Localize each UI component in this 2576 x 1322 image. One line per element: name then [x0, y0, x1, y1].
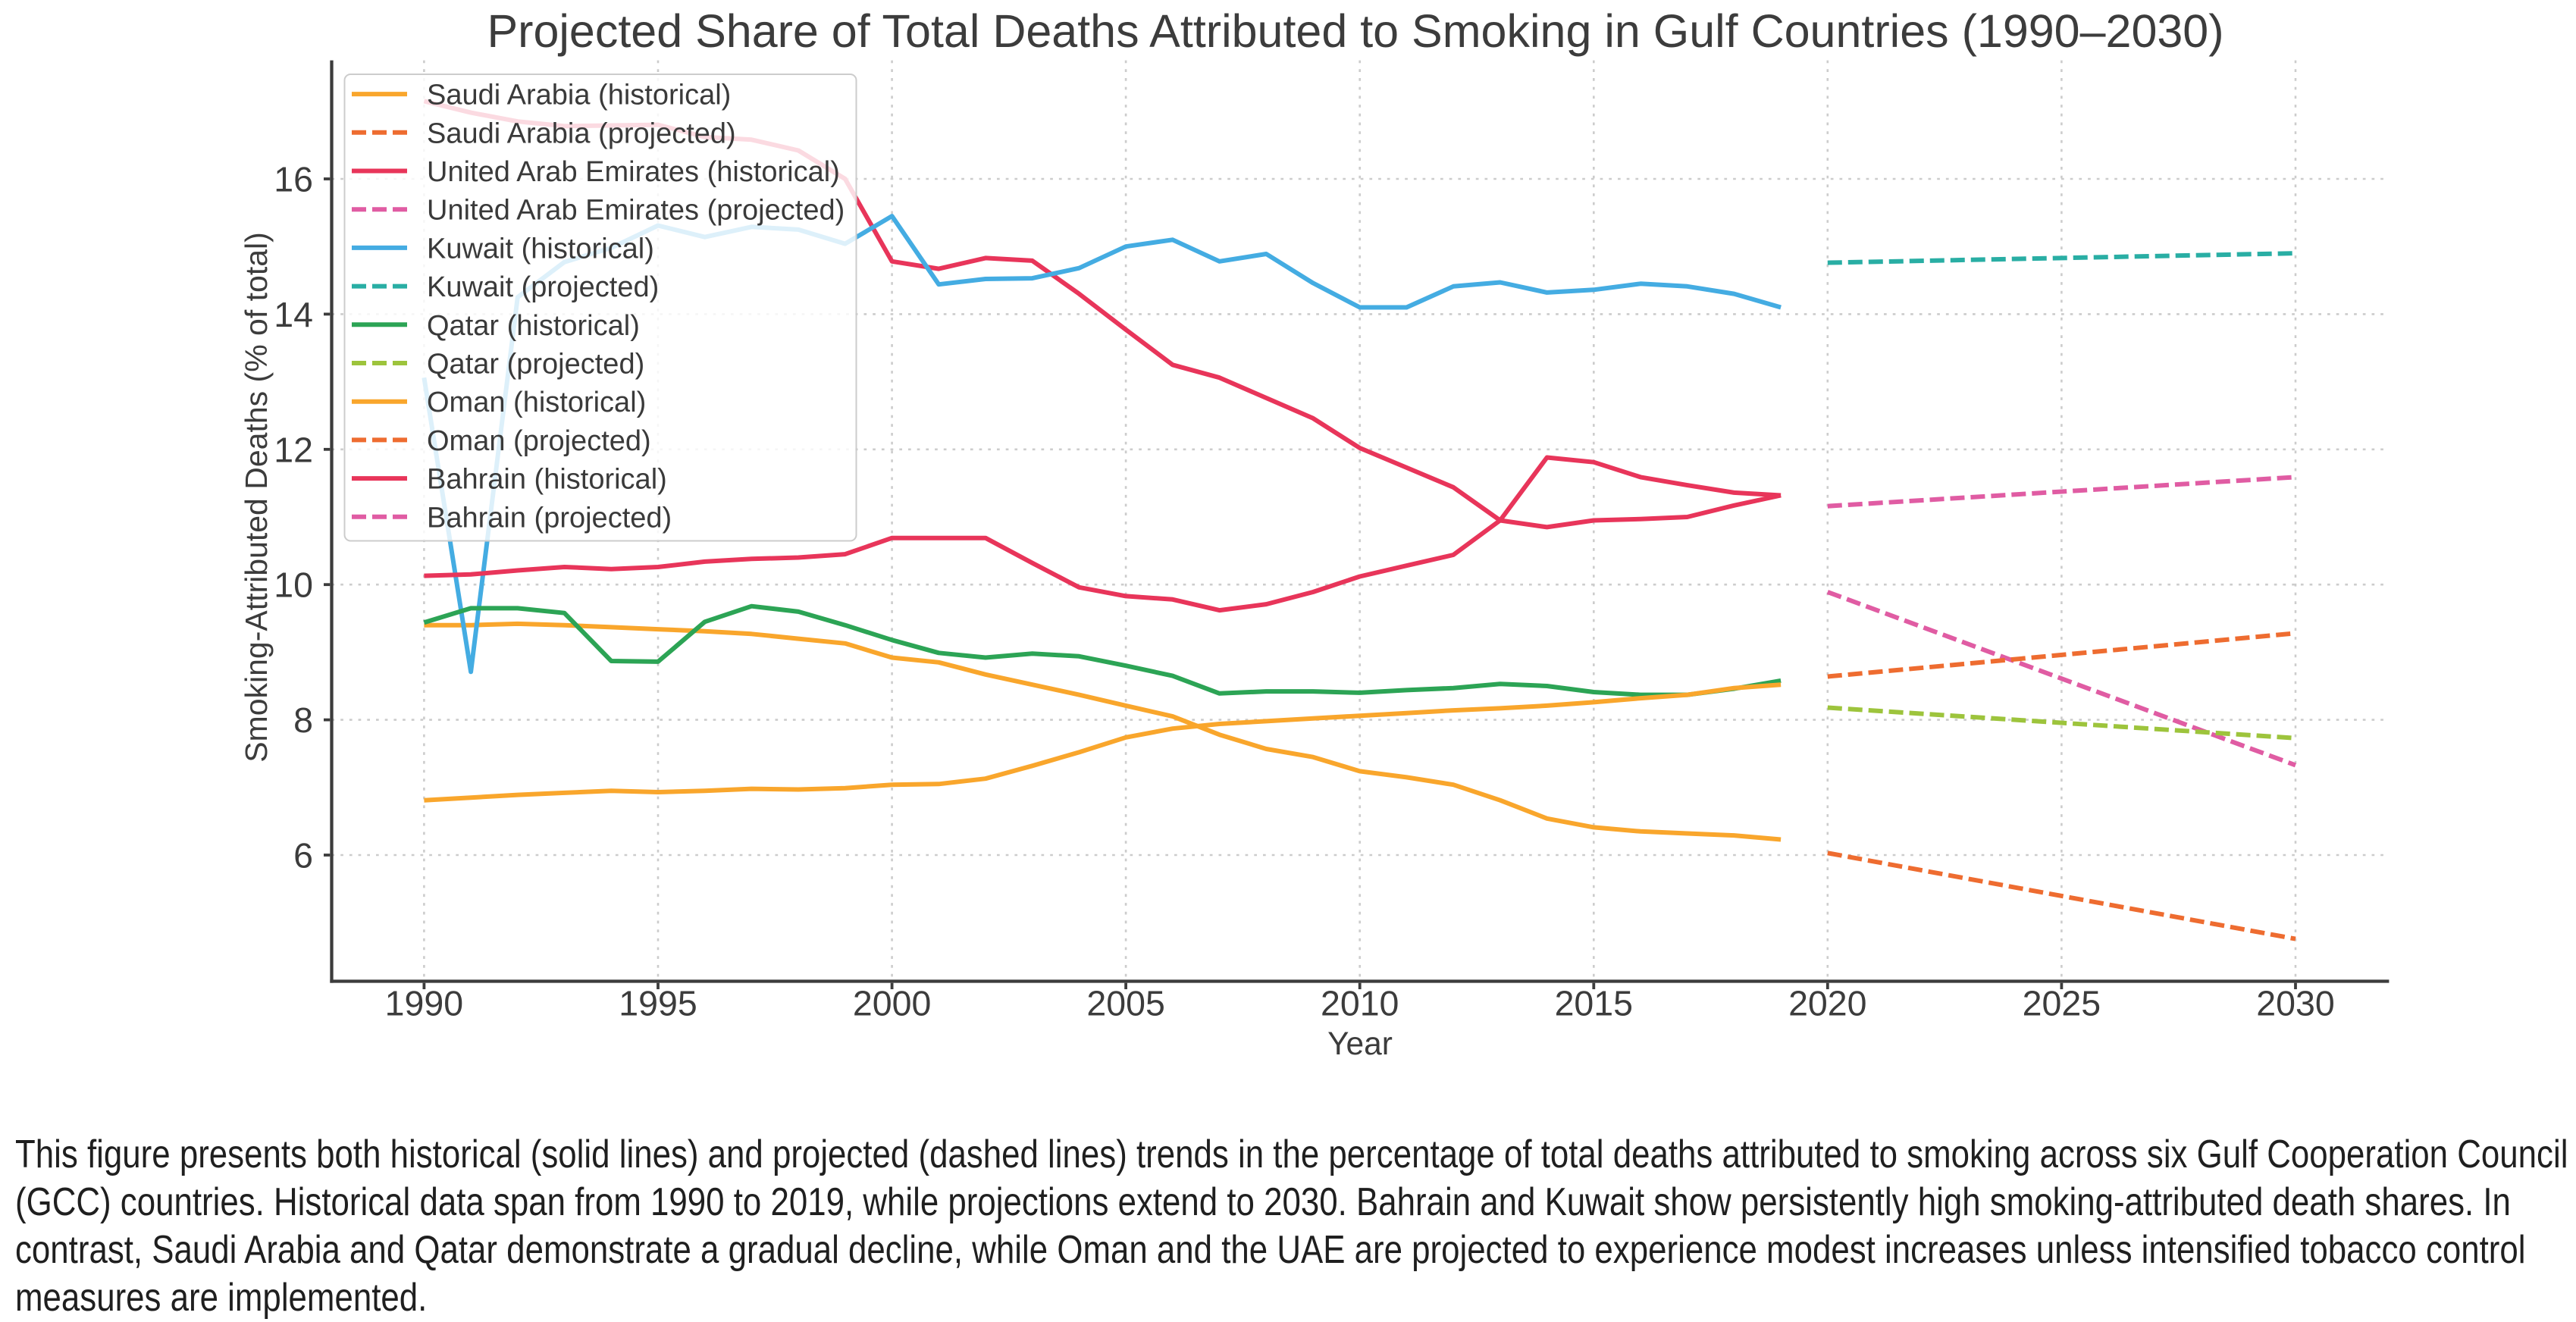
svg-text:2015: 2015: [1555, 984, 1633, 1023]
svg-text:Oman (projected): Oman (projected): [427, 425, 651, 457]
svg-text:6: 6: [293, 836, 313, 876]
svg-text:United Arab Emirates (historic: United Arab Emirates (historical): [427, 156, 840, 188]
svg-text:Smoking-Attributed Deaths (% o: Smoking-Attributed Deaths (% of total): [239, 232, 274, 763]
svg-text:1995: 1995: [619, 984, 697, 1023]
svg-text:Saudi Arabia (historical): Saudi Arabia (historical): [427, 80, 731, 111]
svg-text:Kuwait (projected): Kuwait (projected): [427, 271, 659, 303]
svg-text:2010: 2010: [1321, 984, 1399, 1023]
svg-text:Saudi Arabia (projected): Saudi Arabia (projected): [427, 117, 736, 149]
svg-text:2005: 2005: [1086, 984, 1164, 1023]
svg-text:2020: 2020: [1788, 984, 1866, 1023]
svg-text:2025: 2025: [2023, 984, 2101, 1023]
svg-text:Year: Year: [1327, 1026, 1393, 1062]
svg-text:2030: 2030: [2256, 984, 2334, 1023]
svg-text:Projected Share of Total Death: Projected Share of Total Deaths Attribut…: [487, 5, 2223, 57]
svg-text:Bahrain (projected): Bahrain (projected): [427, 502, 672, 534]
svg-text:Oman (historical): Oman (historical): [427, 387, 646, 418]
svg-text:16: 16: [274, 160, 313, 199]
svg-text:8: 8: [293, 700, 313, 740]
svg-text:Qatar (projected): Qatar (projected): [427, 349, 644, 381]
svg-text:United Arab Emirates (projecte: United Arab Emirates (projected): [427, 195, 845, 227]
svg-text:1990: 1990: [385, 984, 463, 1023]
svg-text:10: 10: [274, 565, 313, 605]
svg-text:14: 14: [274, 295, 313, 334]
svg-text:Qatar (historical): Qatar (historical): [427, 310, 640, 342]
svg-text:Kuwait (historical): Kuwait (historical): [427, 233, 654, 265]
svg-text:12: 12: [274, 430, 313, 469]
svg-text:Bahrain (historical): Bahrain (historical): [427, 464, 667, 496]
svg-text:2000: 2000: [853, 984, 931, 1023]
